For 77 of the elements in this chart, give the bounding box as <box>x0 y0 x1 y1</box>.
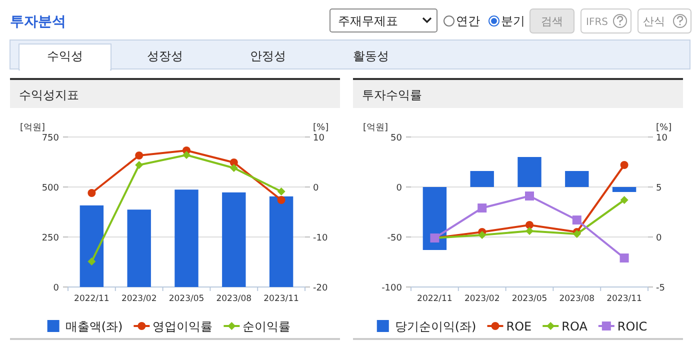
text: 검색 <box>541 15 563 28</box>
point <box>182 151 190 159</box>
y-tick-label: 0 <box>396 184 402 194</box>
y2-tick-label: 10 <box>313 134 325 144</box>
point <box>620 196 628 204</box>
point <box>88 258 96 266</box>
y-tick-label: 500 <box>42 184 60 194</box>
bar <box>612 187 636 192</box>
y2-tick-label: -5 <box>656 284 665 294</box>
text: 투자분석 <box>10 14 66 30</box>
y2-tick-label: 0 <box>656 234 662 244</box>
text: 활동성 <box>353 49 389 63</box>
x-tick-label: 2023/05 <box>168 294 204 304</box>
y2-axis-title: [%] <box>313 123 329 133</box>
y2-axis-title: [%] <box>656 123 672 133</box>
bar <box>565 171 589 187</box>
point <box>88 189 96 197</box>
point <box>620 254 629 262</box>
bar <box>80 205 104 287</box>
bar <box>470 171 494 187</box>
text: 수익성 <box>47 49 83 63</box>
y-tick-label: 750 <box>42 134 60 144</box>
legend-label: 순이익률 <box>242 320 291 334</box>
text: 연간 <box>456 14 480 28</box>
point <box>135 152 144 160</box>
legend-label: ROE <box>506 320 532 334</box>
point <box>620 161 628 169</box>
point <box>526 221 534 229</box>
y-axis-title: [억원] <box>363 123 388 133</box>
point <box>277 188 286 196</box>
y-axis-title: [억원] <box>20 123 46 133</box>
text: 주재무제표 <box>338 14 398 28</box>
text: 산식 <box>643 15 665 28</box>
x-tick-label: 2023/11 <box>264 294 299 304</box>
bar <box>518 157 542 187</box>
point <box>277 196 286 204</box>
point <box>478 204 487 212</box>
point <box>525 192 534 200</box>
bar <box>222 192 246 287</box>
y-tick-label: 0 <box>53 284 60 294</box>
x-tick-label: 2023/05 <box>512 294 548 304</box>
legend-label: ROIC <box>617 320 648 334</box>
chart-title: 투자수익률 <box>362 88 422 102</box>
y-tick-label: -100 <box>382 284 402 294</box>
x-tick-label: 2023/02 <box>464 294 500 304</box>
y-tick-label: -50 <box>387 234 402 244</box>
text: IFRS <box>586 17 608 28</box>
legend-label: 매출액(좌) <box>65 320 123 334</box>
bar <box>269 196 294 287</box>
y-tick-label: 250 <box>42 234 60 244</box>
bar <box>127 210 151 287</box>
x-tick-label: 2023/08 <box>559 294 595 304</box>
x-tick-label: 2023/08 <box>216 294 252 304</box>
bar <box>422 187 447 250</box>
text: 성장성 <box>147 49 183 63</box>
y2-tick-label: 5 <box>656 184 662 194</box>
point <box>572 216 582 224</box>
point <box>526 227 534 235</box>
y2-tick-label: 10 <box>656 134 668 144</box>
point <box>135 161 144 169</box>
legend-label: 당기순이익(좌) <box>394 320 476 334</box>
x-tick-label: 2022/11 <box>74 294 110 304</box>
legend-label: 영업이익률 <box>152 320 213 334</box>
y2-tick-label: -20 <box>313 284 328 294</box>
x-tick-label: 2023/02 <box>121 294 157 304</box>
bar <box>174 190 198 287</box>
chart-title: 수익성지표 <box>19 88 79 102</box>
point <box>230 164 238 172</box>
y2-tick-label: 0 <box>313 184 319 194</box>
x-tick-label: 2022/11 <box>417 294 452 304</box>
legend-label: ROA <box>562 320 588 334</box>
text: 분기 <box>501 14 525 28</box>
point <box>478 231 486 239</box>
y-tick-label: 50 <box>390 134 402 144</box>
x-tick-label: 2023/11 <box>606 294 642 304</box>
text: 안정성 <box>250 49 286 63</box>
y2-tick-label: -10 <box>313 234 328 244</box>
